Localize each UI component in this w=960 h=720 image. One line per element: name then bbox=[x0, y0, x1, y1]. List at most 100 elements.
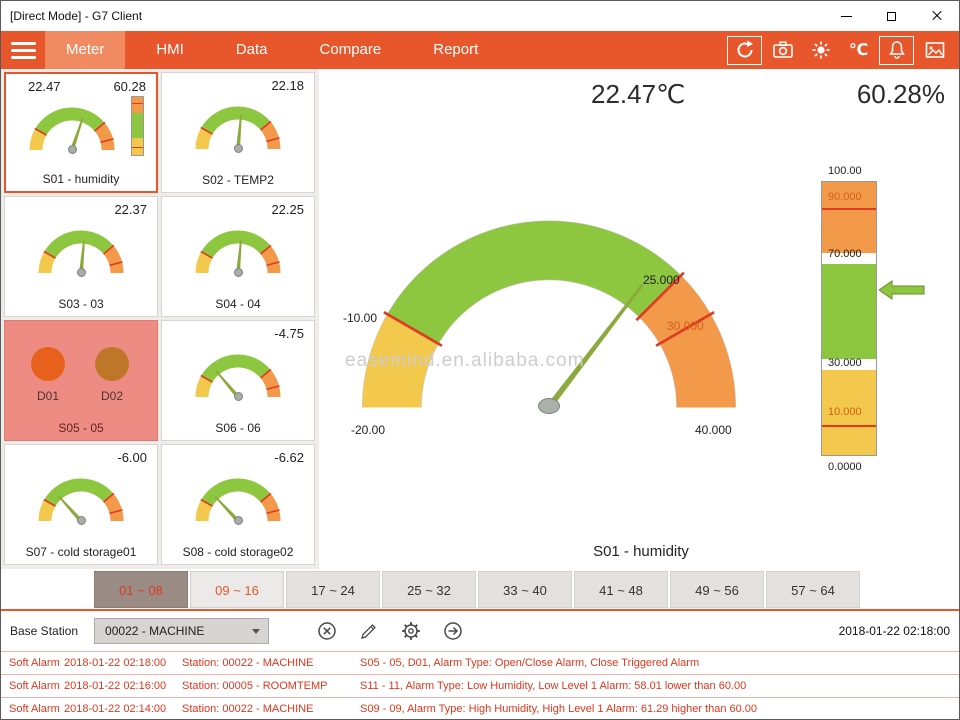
temp-unit-toggle[interactable]: ℃ bbox=[848, 42, 869, 59]
minimize-button[interactable] bbox=[824, 1, 869, 31]
alarm-type: Soft Alarm bbox=[9, 657, 60, 669]
meter-tile-s06[interactable]: -4.75 S06 - 06 bbox=[161, 320, 315, 441]
settings-button[interactable] bbox=[401, 621, 421, 641]
meter-tile-s08[interactable]: -6.62 S08 - cold storage02 bbox=[161, 444, 315, 565]
alarm-log: Soft Alarm 2018-01-22 02:18:00 Station: … bbox=[1, 651, 959, 719]
tile-label: S02 - TEMP2 bbox=[202, 173, 274, 187]
base-station-label: Base Station bbox=[10, 624, 79, 638]
brightness-button[interactable] bbox=[803, 36, 838, 65]
tile-label: S07 - cold storage01 bbox=[25, 545, 137, 559]
alarm-bell-button[interactable] bbox=[879, 35, 914, 65]
digital-label: D01 bbox=[36, 389, 59, 403]
tile-value: 22.37 bbox=[114, 202, 147, 217]
meter-tile-s03[interactable]: 22.37 S03 - 03 bbox=[4, 196, 158, 317]
alarm-station: Station: 00005 - ROOMTEMP bbox=[182, 680, 328, 692]
tab-compare[interactable]: Compare bbox=[319, 41, 382, 58]
main-navbar: Meter HMI Data Compare Report bbox=[1, 31, 959, 69]
gauge-hub bbox=[68, 145, 77, 154]
alarm-panel-button[interactable] bbox=[917, 36, 952, 65]
snapshot-button[interactable] bbox=[765, 36, 800, 65]
alarm-type: Soft Alarm bbox=[9, 703, 60, 715]
tab-meter[interactable]: Meter bbox=[45, 31, 126, 69]
gauge-tick-low: -10.00 bbox=[343, 311, 378, 325]
tile-label: S08 - cold storage02 bbox=[182, 545, 294, 559]
gauge-hub bbox=[234, 392, 243, 401]
maximize-button[interactable] bbox=[869, 1, 914, 31]
edit-button[interactable] bbox=[359, 621, 379, 641]
temperature-reading: 22.47℃ bbox=[591, 79, 686, 109]
tile-value: 22.18 bbox=[271, 78, 304, 93]
mini-gauge bbox=[188, 97, 288, 155]
watermark: easemind.en.alibaba.com bbox=[345, 350, 585, 371]
meter-range-tabs: 01 ~ 08 09 ~ 16 17 ~ 24 25 ~ 32 33 ~ 40 … bbox=[94, 571, 860, 608]
mini-gauge bbox=[22, 98, 122, 156]
alarm-time: 2018-01-22 02:16:00 bbox=[64, 680, 167, 692]
mini-gauge bbox=[31, 221, 131, 279]
gauge-hub bbox=[538, 398, 560, 414]
alarm-station: Station: 00022 - MACHINE bbox=[182, 703, 314, 715]
meter-tile-s01[interactable]: 22.47 60.28 S bbox=[4, 72, 158, 193]
gauge-max-label: 40.000 bbox=[695, 423, 732, 437]
tile-label: S06 - 06 bbox=[215, 421, 261, 435]
window-controls bbox=[824, 1, 959, 31]
gauge-hub bbox=[77, 268, 86, 277]
tile-value: -6.00 bbox=[117, 450, 147, 465]
tile-label: S04 - 04 bbox=[215, 297, 261, 311]
menu-button[interactable] bbox=[1, 31, 45, 69]
digital-label: D02 bbox=[100, 389, 123, 403]
arrow-right-circle-icon bbox=[444, 622, 462, 640]
meter-tile-s02[interactable]: 22.18 S02 - TEMP2 bbox=[161, 72, 315, 193]
chevron-down-icon bbox=[252, 629, 261, 634]
gauge-tick-hi2: 30.000 bbox=[667, 319, 704, 333]
go-button[interactable] bbox=[443, 621, 463, 641]
range-tab-01-08[interactable]: 01 ~ 08 bbox=[94, 571, 188, 608]
titlebar: [Direct Mode] - G7 Client bbox=[1, 1, 959, 31]
clear-alarms-button[interactable] bbox=[317, 621, 337, 641]
maximize-icon bbox=[887, 11, 896, 21]
alarm-log-row: Soft Alarm 2018-01-22 02:16:00 Station: … bbox=[1, 674, 959, 697]
station-select[interactable]: 00022 - MACHINE bbox=[94, 618, 270, 644]
gauge-hub bbox=[234, 144, 243, 153]
gauge-title: S01 - humidity bbox=[593, 543, 689, 560]
main-gauge: -20.00 40.000 -10.00 25.000 30.000 bbox=[329, 177, 769, 439]
alarm-log-row: Soft Alarm 2018-01-22 02:14:00 Station: … bbox=[1, 697, 959, 719]
range-tab-33-40[interactable]: 33 ~ 40 bbox=[478, 571, 572, 608]
minimize-icon bbox=[841, 15, 852, 17]
bar-redline-10 bbox=[822, 424, 876, 427]
range-tab-09-16[interactable]: 09 ~ 16 bbox=[190, 571, 284, 608]
mini-gauge bbox=[188, 469, 288, 527]
tile-value: 22.47 bbox=[28, 79, 61, 94]
bar-label-10: 10.000 bbox=[828, 406, 862, 418]
station-select-value: 00022 - MACHINE bbox=[105, 624, 205, 638]
tile-value: 22.25 bbox=[271, 202, 304, 217]
range-tab-41-48[interactable]: 41 ~ 48 bbox=[574, 571, 668, 608]
alarm-detail: S05 - 05, D01, Alarm Type: Open/Close Al… bbox=[360, 657, 700, 669]
meter-tile-grid: 22.47 60.28 S bbox=[1, 69, 319, 569]
sync-icon bbox=[737, 40, 753, 58]
tab-hmi[interactable]: HMI bbox=[156, 41, 184, 58]
bar-label-70: 70.000 bbox=[828, 248, 862, 260]
tile-label: S03 - 03 bbox=[58, 297, 104, 311]
sun-icon bbox=[812, 41, 829, 59]
tile-label: S01 - humidity bbox=[42, 172, 120, 186]
alarm-log-row: Soft Alarm 2018-01-22 02:18:00 Station: … bbox=[1, 651, 959, 674]
current-timestamp: 2018-01-22 02:18:00 bbox=[838, 624, 950, 638]
mini-gauge bbox=[31, 469, 131, 527]
meter-tile-s04[interactable]: 22.25 S04 - 04 bbox=[161, 196, 315, 317]
meter-tile-s07[interactable]: -6.00 S07 - cold storage01 bbox=[4, 444, 158, 565]
tab-report[interactable]: Report bbox=[433, 41, 479, 58]
digital-indicator-d01 bbox=[31, 347, 65, 381]
range-tab-25-32[interactable]: 25 ~ 32 bbox=[382, 571, 476, 608]
tab-data[interactable]: Data bbox=[235, 41, 268, 58]
range-tab-49-56[interactable]: 49 ~ 56 bbox=[670, 571, 764, 608]
close-button[interactable] bbox=[914, 1, 959, 31]
bell-icon bbox=[888, 41, 905, 59]
gear-icon bbox=[402, 622, 420, 640]
range-tab-57-64[interactable]: 57 ~ 64 bbox=[766, 571, 860, 608]
sync-button[interactable] bbox=[727, 35, 762, 65]
camera-icon bbox=[772, 41, 793, 58]
range-tab-17-24[interactable]: 17 ~ 24 bbox=[286, 571, 380, 608]
gauge-hub bbox=[234, 516, 243, 525]
meter-tile-s05[interactable]: D01 D02 S05 - 05 bbox=[4, 320, 158, 441]
alarm-detail: S11 - 11, Alarm Type: Low Humidity, Low … bbox=[360, 680, 747, 692]
